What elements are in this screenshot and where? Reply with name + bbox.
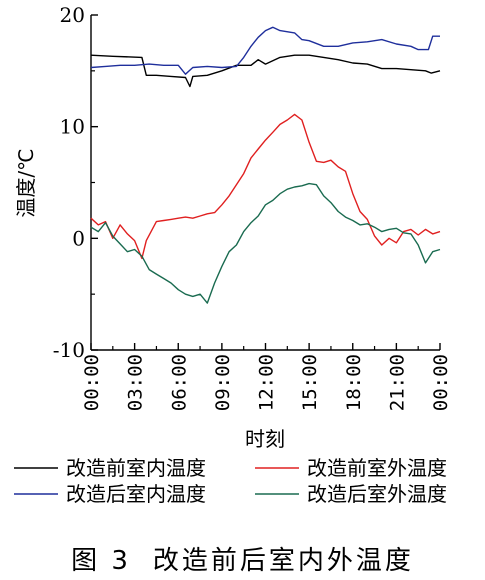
- x-tick-label: 21:00: [386, 354, 408, 411]
- legend-label: 改造前室外温度: [307, 456, 447, 480]
- y-tick-label: 10: [60, 115, 85, 139]
- series-line-1: [90, 54, 441, 88]
- x-tick-label: 00:00: [430, 354, 452, 411]
- axes-layer: [90, 14, 441, 351]
- x-tick-label: 06:00: [168, 354, 190, 411]
- series-line-4: [90, 182, 441, 304]
- series-layer: [90, 26, 441, 304]
- x-axis-title: 时刻: [245, 427, 285, 451]
- y-tick-label: 0: [72, 226, 85, 250]
- series-line-3: [90, 113, 441, 260]
- figure-number: 图 3: [71, 546, 131, 576]
- legend-label: 改造前室内温度: [66, 456, 206, 480]
- x-tick-label: 03:00: [125, 354, 147, 411]
- legend-label: 改造后室外温度: [307, 482, 447, 506]
- x-tick-label: 09:00: [212, 354, 234, 411]
- x-tick-label: 15:00: [299, 354, 321, 411]
- x-tick-label: 12:00: [256, 354, 278, 411]
- figure-caption: 图 3 改造前后室内外温度: [0, 540, 485, 577]
- x-tick-label: 00:00: [81, 354, 103, 411]
- series-line-2: [90, 26, 440, 75]
- figure-title: 改造前后室内外温度: [152, 546, 414, 576]
- y-tick-label: 20: [60, 3, 85, 27]
- y-axis-title: 温度/℃: [14, 148, 38, 217]
- x-tick-label: 18:00: [343, 354, 365, 411]
- y-tick-label: -10: [53, 338, 85, 362]
- legend-label: 改造后室内温度: [66, 482, 206, 506]
